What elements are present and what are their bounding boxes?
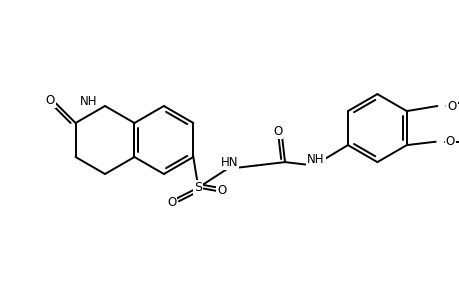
Text: O: O xyxy=(447,100,456,112)
Text: O: O xyxy=(272,125,282,138)
Text: O: O xyxy=(45,94,55,107)
Text: NH: NH xyxy=(79,94,97,107)
Text: O: O xyxy=(217,184,226,197)
Text: S: S xyxy=(194,181,202,194)
Text: HN: HN xyxy=(220,156,237,170)
Text: O: O xyxy=(167,196,176,209)
Text: O: O xyxy=(445,135,454,148)
Text: NH: NH xyxy=(307,153,324,166)
